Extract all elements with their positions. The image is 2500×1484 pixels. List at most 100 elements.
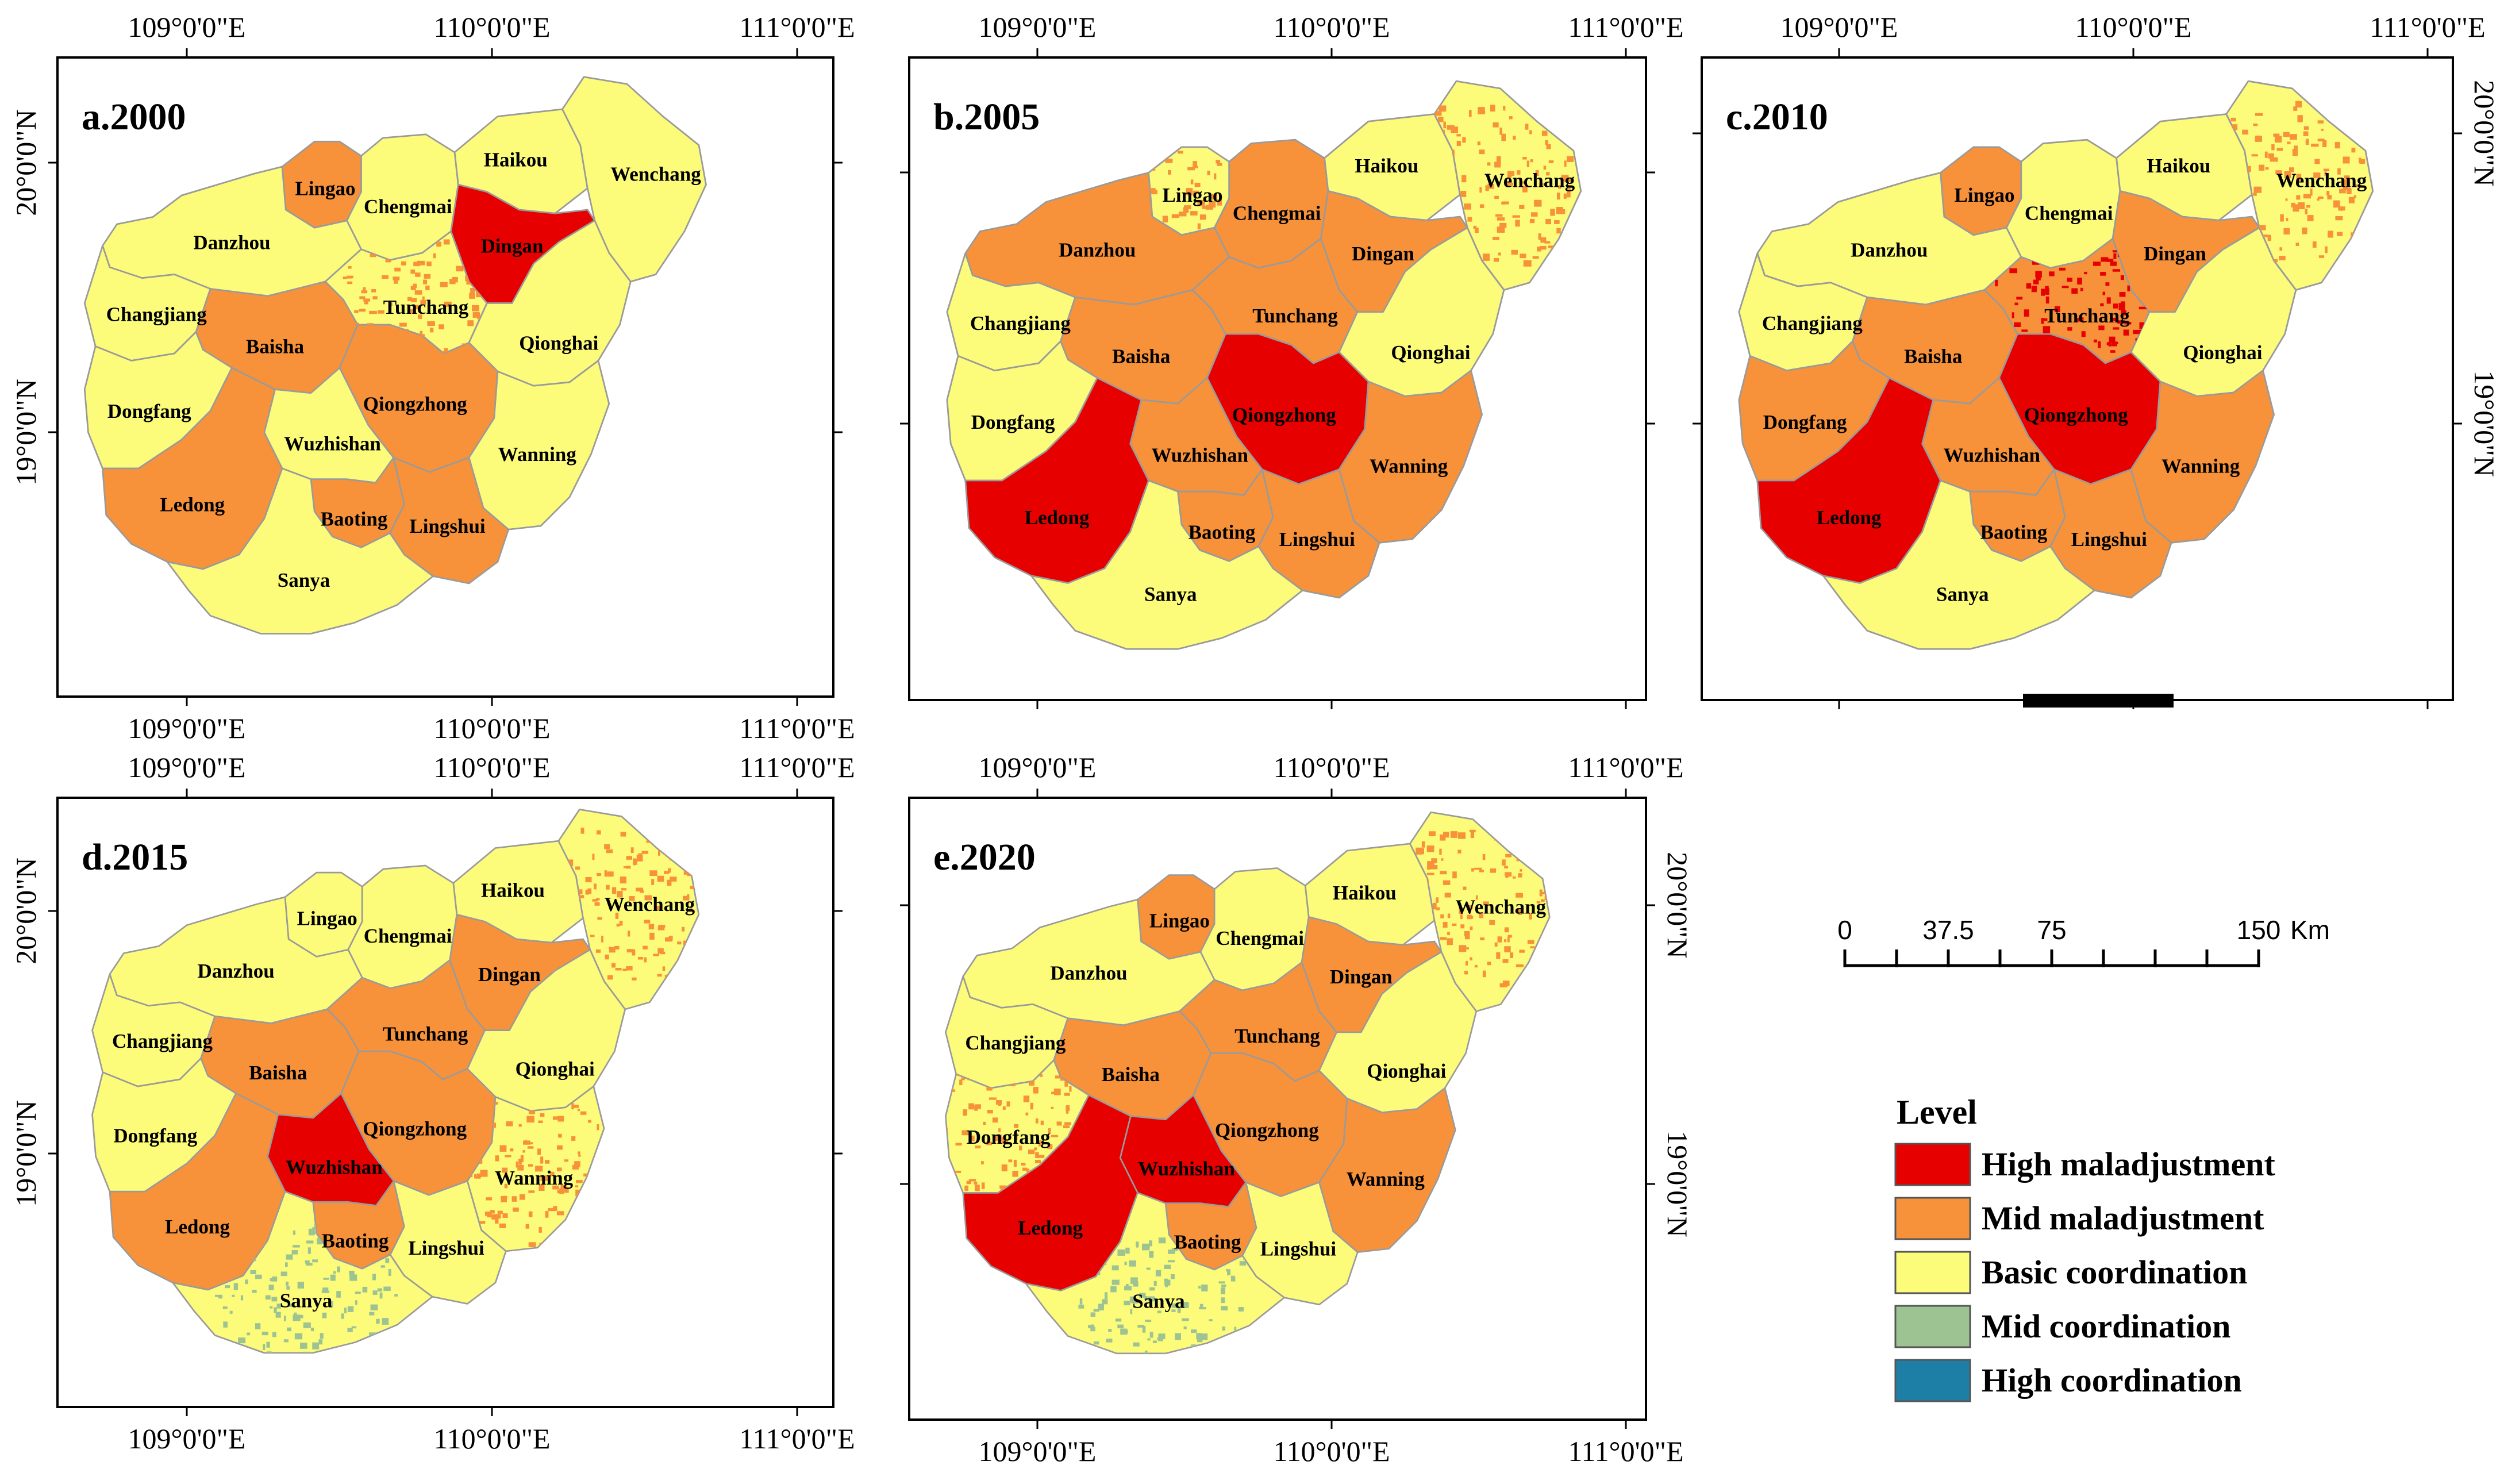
lat-label: 20°0'0"N	[10, 109, 42, 216]
county-label-sanya: Sanya	[1936, 583, 1989, 606]
county-label-lingao: Lingao	[1954, 184, 2014, 206]
county-wenchang	[2225, 80, 2374, 291]
county-label-lingshui: Lingshui	[409, 515, 486, 537]
lon-label-top: 109°0'0"E	[979, 751, 1097, 783]
county-label-baisha: Baisha	[246, 336, 304, 358]
county-label-chengmai: Chengmai	[2025, 202, 2113, 225]
lat-label: 20°0'0"N	[1661, 852, 1694, 959]
county-label-danzhou: Danzhou	[1050, 962, 1127, 985]
county-label-lingao: Lingao	[1162, 184, 1222, 206]
map-panel-e-2020: Haikou Wenchang Lingao Chengmai Dingan Danzho…	[900, 751, 1694, 1467]
county-label-qiongzhong: Qiongzhong	[363, 393, 467, 416]
map-panel-c-2010: Haikou Wenchang Lingao Chengmai Dingan Danzho…	[1693, 11, 2500, 709]
county-label-ledong: Ledong	[165, 1216, 230, 1238]
lat-label: 19°0'0"N	[2468, 370, 2500, 477]
panel-label: e.2020	[933, 836, 1036, 878]
island-map	[1738, 80, 2374, 650]
county-label-baisha: Baisha	[1102, 1063, 1160, 1086]
county-label-wuzhishan: Wuzhishan	[286, 1156, 383, 1179]
legend-label: High coordination	[1982, 1362, 2242, 1399]
county-label-lingshui: Lingshui	[408, 1237, 484, 1259]
lon-label-top: 109°0'0"E	[128, 751, 246, 783]
county-label-danzhou: Danzhou	[193, 231, 270, 253]
county-label-lingshui: Lingshui	[2071, 528, 2148, 551]
scale-tick-label: 75	[2037, 915, 2066, 945]
county-label-qiongzhong: Qiongzhong	[1215, 1119, 1319, 1141]
county-label-tunchang: Tunchang	[2044, 305, 2130, 327]
legend-label: Mid coordination	[1982, 1308, 2230, 1345]
panel-label: c.2010	[1726, 96, 1828, 138]
county-label-changjiang: Changjiang	[965, 1032, 1066, 1054]
lat-label: 19°0'0"N	[10, 1100, 42, 1207]
county-label-lingao: Lingao	[1149, 910, 1210, 932]
county-label-qiongzhong: Qiongzhong	[1232, 403, 1336, 426]
lon-label-bottom: 110°0'0"E	[433, 1423, 550, 1455]
county-label-wuzhishan: Wuzhishan	[1943, 444, 2040, 466]
lon-label-bottom: 111°0'0"E	[1568, 1435, 1683, 1467]
legend-title: Level	[1897, 1093, 1977, 1131]
legend-swatch-basic-coordination	[1894, 1251, 1971, 1294]
lon-label-top: 110°0'0"E	[433, 11, 550, 43]
county-label-baoting: Baoting	[321, 508, 388, 530]
scale-tick-label: 0	[1837, 915, 1852, 945]
county-label-sanya: Sanya	[1144, 583, 1197, 606]
county-label-changjiang: Changjiang	[112, 1030, 213, 1052]
lon-label-bottom: 110°0'0"E	[1273, 1435, 1390, 1467]
lon-label-top: 109°0'0"E	[979, 11, 1097, 43]
county-label-chengmai: Chengmai	[1233, 202, 1321, 225]
county-label-haikou: Haikou	[1333, 882, 1397, 904]
lon-label-bottom: 110°0'0"E	[433, 712, 550, 744]
lat-label: 19°0'0"N	[1661, 1131, 1694, 1237]
county-label-qiongzhong: Qiongzhong	[363, 1117, 467, 1140]
county-label-haikou: Haikou	[2147, 155, 2210, 177]
county-label-ledong: Ledong	[1025, 506, 1090, 529]
legend-label: Mid maladjustment	[1982, 1199, 2264, 1237]
county-label-wanning: Wanning	[1347, 1168, 1425, 1190]
county-label-wanning: Wanning	[498, 443, 577, 466]
county-label-baoting: Baoting	[1174, 1231, 1241, 1253]
scale-tick-label: 150	[2237, 915, 2281, 945]
county-label-dingan: Dingan	[1352, 243, 1414, 265]
lon-label-top: 110°0'0"E	[433, 751, 550, 783]
county-label-wenchang: Wenchang	[1484, 169, 1575, 191]
legend-label: High maladjustment	[1982, 1145, 2275, 1183]
county-label-haikou: Haikou	[481, 879, 545, 902]
county-lingshui	[389, 456, 510, 585]
county-label-baoting: Baoting	[1189, 521, 1256, 543]
legend-swatch-mid-coordination	[1894, 1305, 1971, 1348]
lon-label-bottom: 111°0'0"E	[739, 1423, 855, 1455]
county-label-wuzhishan: Wuzhishan	[1151, 444, 1248, 466]
island-map	[83, 76, 707, 635]
county-label-changjiang: Changjiang	[1762, 312, 1863, 335]
county-label-qionghai: Qionghai	[519, 332, 598, 354]
map-panel-b-2005: Haikou Wenchang Lingao Chengmai Dingan Danzho…	[900, 11, 1684, 709]
speckle-wenchang	[2230, 101, 2373, 263]
county-label-sanya: Sanya	[1132, 1290, 1184, 1313]
county-label-qiongzhong: Qiongzhong	[2024, 403, 2128, 426]
county-label-dingan: Dingan	[481, 235, 544, 257]
county-label-qionghai: Qionghai	[2183, 341, 2262, 364]
lon-label-top: 109°0'0"E	[128, 11, 246, 43]
county-label-lingao: Lingao	[297, 907, 357, 929]
county-label-changjiang: Changjiang	[970, 312, 1071, 335]
county-label-dongfang: Dongfang	[113, 1125, 197, 1147]
legend-swatch-high-maladjustment	[1894, 1143, 1971, 1186]
county-sanya	[1822, 479, 2095, 650]
lon-label-top: 110°0'0"E	[1273, 11, 1390, 43]
county-label-baisha: Baisha	[1904, 345, 1962, 367]
county-wenchang	[1409, 811, 1551, 1012]
county-label-danzhou: Danzhou	[1851, 239, 1928, 261]
lon-label-top: 111°0'0"E	[2370, 11, 2485, 43]
county-label-changjiang: Changjiang	[106, 303, 207, 325]
county-label-tunchang: Tunchang	[383, 1023, 468, 1045]
county-label-dongfang: Dongfang	[967, 1126, 1051, 1148]
county-label-danzhou: Danzhou	[1059, 239, 1136, 261]
county-label-ledong: Ledong	[1018, 1217, 1083, 1239]
lon-label-top: 110°0'0"E	[1273, 751, 1390, 783]
county-label-chengmai: Chengmai	[1216, 927, 1304, 949]
county-label-dingan: Dingan	[2144, 243, 2206, 265]
lon-label-top: 111°0'0"E	[739, 751, 855, 783]
lon-label-top: 110°0'0"E	[2075, 11, 2191, 43]
county-sanya	[1025, 1192, 1285, 1355]
